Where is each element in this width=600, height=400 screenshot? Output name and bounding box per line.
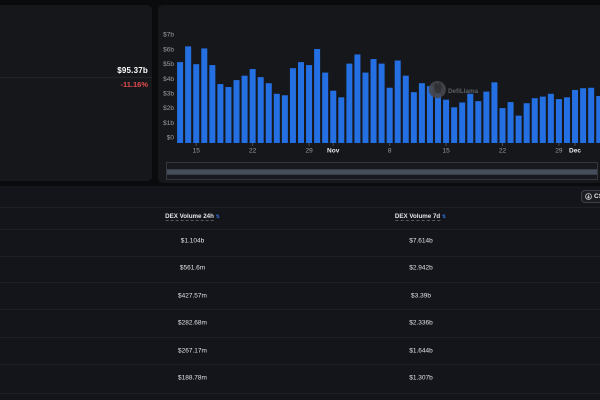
svg-text:Nov: Nov <box>327 148 340 155</box>
svg-text:$3b: $3b <box>163 91 174 98</box>
svg-text:$4b: $4b <box>163 76 174 83</box>
svg-text:8: 8 <box>388 148 392 155</box>
svg-text:$7b: $7b <box>163 32 174 39</box>
svg-text:$0: $0 <box>167 135 175 142</box>
svg-text:15: 15 <box>193 148 201 155</box>
svg-text:29: 29 <box>555 148 563 155</box>
svg-text:DefiLlama: DefiLlama <box>448 88 479 95</box>
svg-text:$2b: $2b <box>163 105 174 112</box>
svg-text:Dec: Dec <box>569 148 581 155</box>
svg-text:22: 22 <box>499 148 507 155</box>
svg-text:$6b: $6b <box>163 46 174 53</box>
svg-text:15: 15 <box>442 148 450 155</box>
svg-text:29: 29 <box>305 148 313 155</box>
svg-text:22: 22 <box>249 148 257 155</box>
svg-text:$1b: $1b <box>163 120 174 127</box>
svg-text:$5b: $5b <box>163 61 174 68</box>
